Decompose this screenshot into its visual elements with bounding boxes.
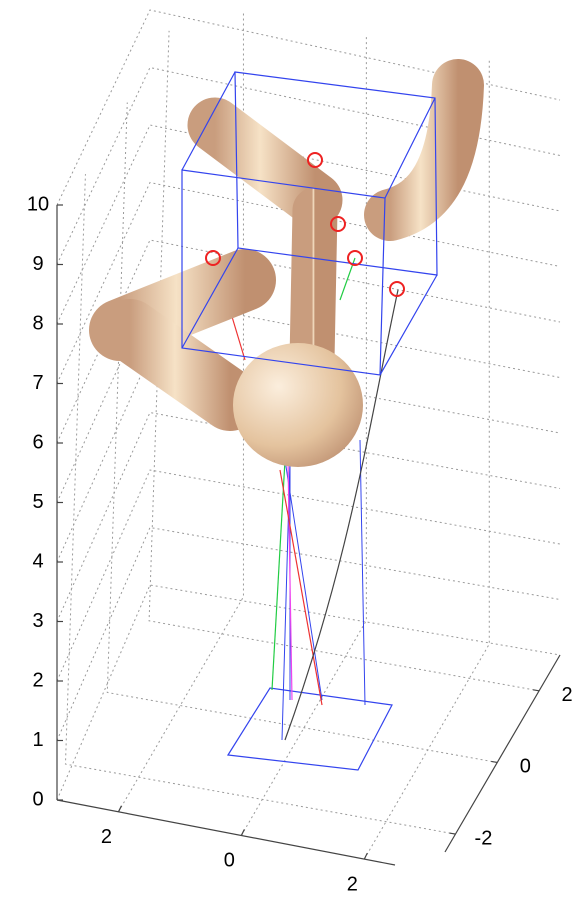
z-tick-label: 7 xyxy=(32,372,43,394)
x-tick xyxy=(364,853,367,859)
y-tick-label: 0 xyxy=(520,756,531,778)
x-tick-label: 2 xyxy=(347,873,358,895)
y-tick xyxy=(449,833,455,834)
z-tick-label: 8 xyxy=(32,312,43,334)
y-tick xyxy=(491,761,497,762)
x-tick xyxy=(118,806,121,812)
z-tick-label: 9 xyxy=(32,253,43,275)
z-tick-label: 0 xyxy=(32,788,43,810)
x-tick-label: 2 xyxy=(101,826,112,848)
grid-line xyxy=(57,585,560,800)
y-axis xyxy=(445,655,560,852)
chart: 0 1 2 3 4 5 6 7 8 9 10 2 0 2 -2 0 2 xyxy=(0,0,581,899)
y-tick-label: 2 xyxy=(562,684,573,706)
y-tick-label: -2 xyxy=(475,827,493,849)
x-tick xyxy=(241,829,244,835)
x-tick-label: 0 xyxy=(224,850,235,872)
z-tick-label: 1 xyxy=(32,729,43,751)
z-tick-label: 3 xyxy=(32,610,43,632)
grid-line xyxy=(57,528,560,741)
z-tick-label: 10 xyxy=(27,193,49,215)
z-tick-label: 6 xyxy=(32,431,43,453)
z-tick-label: 4 xyxy=(32,550,43,572)
figure xyxy=(120,72,458,770)
y-tick xyxy=(533,690,539,691)
z-tick-label: 5 xyxy=(32,491,43,513)
z-tick-label: 2 xyxy=(32,669,43,691)
grid-line xyxy=(57,470,560,681)
